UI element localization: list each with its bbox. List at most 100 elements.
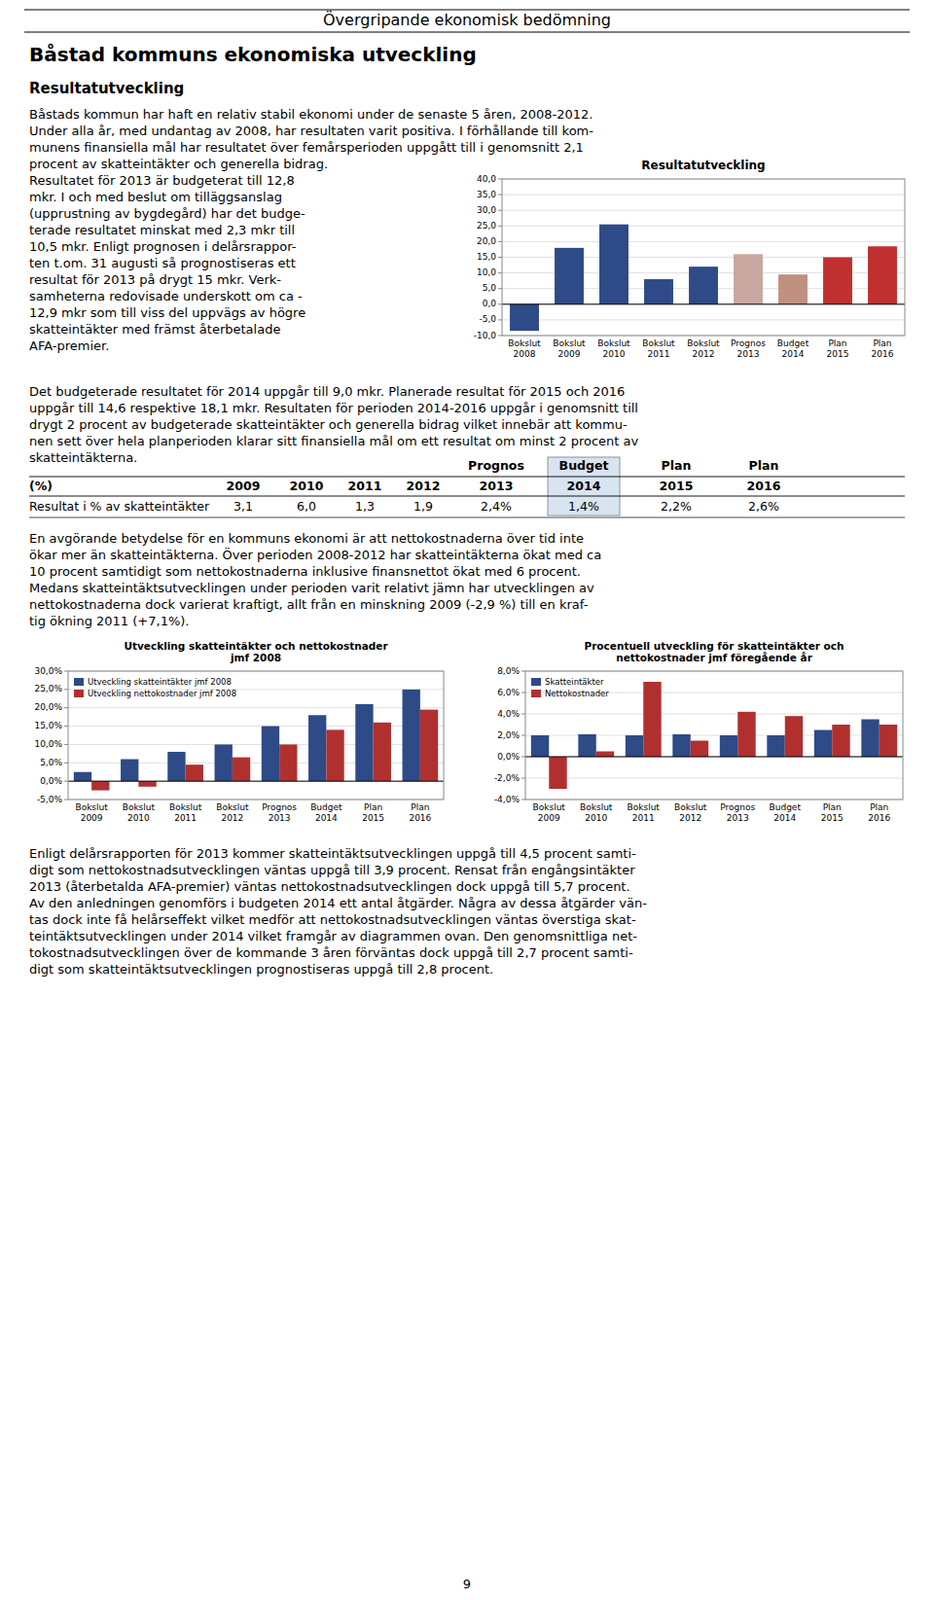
x-tick-label: Bokslut2012: [686, 338, 720, 360]
y-tick-label: 2,0%: [497, 730, 520, 741]
bar: [167, 752, 185, 782]
bar: [509, 304, 539, 331]
table-cell: 1,3: [355, 499, 375, 514]
plot-background: [502, 179, 905, 336]
tick-mark: [64, 725, 69, 727]
tick-mark: [64, 762, 69, 764]
y-tick-label: 25,0%: [34, 683, 63, 694]
legend-swatch: [73, 689, 84, 698]
grid-line: [68, 707, 444, 709]
bar: [599, 224, 629, 305]
bar: [120, 759, 139, 783]
tick-mark: [64, 671, 69, 673]
x-tick-label: Budget2014: [769, 802, 802, 824]
chart-title: Utveckling skatteintäkter och nettokostn…: [123, 640, 389, 664]
chart: Resultatutveckling-10,0-5,00,05,010,015,…: [473, 158, 905, 360]
paragraph-line: procent av skatteintäkter och generella …: [29, 156, 328, 172]
bar: [719, 735, 738, 757]
bar: [766, 735, 785, 757]
x-tick-label: Bokslut2010: [122, 802, 156, 824]
y-tick-label: -5,0%: [36, 794, 64, 805]
table-row-label: Resultat i % av skatteintäkter: [29, 499, 211, 514]
x-tick-label: Prognos2013: [730, 338, 766, 360]
legend-label: Utveckling nettokostnader jmf 2008: [87, 688, 237, 699]
tick-mark: [521, 799, 526, 801]
y-tick-label: 4,0%: [497, 709, 520, 719]
y-tick-label: 40,0: [476, 174, 497, 184]
bar: [554, 248, 584, 305]
bar: [867, 246, 898, 305]
x-tick-label: Bokslut2012: [674, 802, 708, 824]
paragraph-line: resultat för 2013 på drygt 15 mkr. Verk-: [29, 272, 282, 288]
table-cell: 2,2%: [660, 499, 692, 514]
paragraph-line: samheterna redovisade underskott om ca -: [29, 288, 303, 304]
bar: [643, 682, 661, 757]
grid-line: [502, 241, 905, 243]
table-column-header: 2016: [747, 478, 782, 494]
grid-line: [502, 225, 905, 227]
tick-mark: [64, 781, 69, 783]
zero-line: [525, 756, 903, 758]
page-background: [0, 0, 934, 1600]
table-corner: (%): [29, 478, 53, 494]
x-tick-label: Plan2015: [826, 338, 850, 360]
grid-line: [525, 756, 903, 758]
bar: [138, 781, 156, 788]
bar: [308, 715, 326, 782]
table-column-header: 2010: [289, 478, 324, 494]
table-highlight: [547, 457, 620, 516]
paragraph-line: 2013 (återbetalda AFA-premier) väntas ne…: [29, 879, 631, 895]
bar: [548, 756, 567, 790]
tick-mark: [498, 194, 503, 196]
bar: [861, 719, 879, 758]
x-tick-label: Bokslut2010: [597, 338, 631, 360]
legend-label: Skatteintäkter: [544, 677, 605, 687]
grid-line: [525, 778, 903, 780]
bar: [879, 724, 898, 757]
x-tick-label: Bokslut2009: [533, 802, 567, 824]
table-column-header: 2009: [226, 478, 261, 494]
marks: [509, 224, 898, 331]
y-tick-label: 0,0%: [497, 752, 520, 762]
legend-label: Nettokostnader: [544, 688, 610, 699]
paragraph-line: ten t.om. 31 augusti så prognostiseras e…: [29, 255, 296, 271]
paragraph-line: 10,5 mkr. Enligt prognosen i delårsrappo…: [29, 239, 297, 254]
tick-mark: [521, 778, 526, 780]
paragraph-line: 10 procent samtidigt som nettokostnadern…: [29, 564, 581, 579]
legend-swatch: [531, 678, 541, 686]
grid-line: [502, 194, 905, 196]
paragraph-line: Det budgeterade resultatet för 2014 uppg…: [29, 384, 625, 399]
bar: [420, 710, 438, 783]
page-title: Övergripande ekonomisk bedömning: [323, 10, 611, 30]
paragraph-line: tig ökning 2011 (+7,1%).: [29, 613, 189, 629]
x-tick-label: Budget2014: [310, 802, 343, 824]
paragraph-line: drygt 2 procent av budgeterade skatteint…: [29, 417, 628, 432]
bar: [814, 730, 832, 758]
tick-mark: [498, 319, 503, 321]
chart: Utveckling skatteintäkter och nettokostn…: [34, 640, 444, 824]
y-tick-label: 30,0: [476, 205, 497, 216]
tick-mark: [498, 179, 503, 180]
paragraph-line: nettokostnaderna dock varierat kraftigt,…: [29, 597, 589, 612]
table-group-header: Prognos: [467, 458, 525, 473]
legend: Utveckling skatteintäkter jmf 2008Utveck…: [73, 677, 237, 699]
tick-mark: [521, 735, 526, 737]
chart-title: Procentuell utveckling för skatteintäkte…: [583, 640, 844, 664]
grid-line: [502, 303, 905, 305]
tick-mark: [498, 272, 503, 274]
table-cell: 2,4%: [480, 499, 512, 514]
table-column-header: 2013: [479, 478, 514, 494]
paragraph-line: Av den anledningen genomförs i budgeten …: [29, 896, 647, 911]
tick-mark: [64, 799, 69, 801]
bar: [672, 734, 690, 757]
paragraph-line: Båstads kommun har haft en relativ stabi…: [29, 107, 593, 122]
paragraph-line: uppgår till 14,6 respektive 18,1 mkr. Re…: [29, 400, 639, 416]
tick-mark: [498, 210, 503, 212]
bar: [778, 274, 808, 305]
marks: [531, 682, 898, 790]
x-tick-label: Bokslut2009: [74, 802, 108, 824]
y-tick-label: -4,0%: [494, 794, 521, 805]
x-tick-label: Bokslut2011: [627, 802, 661, 824]
y-tick-label: -2,0%: [494, 773, 521, 784]
paragraph-line: munens finansiella mål har resultatet öv…: [29, 140, 584, 155]
